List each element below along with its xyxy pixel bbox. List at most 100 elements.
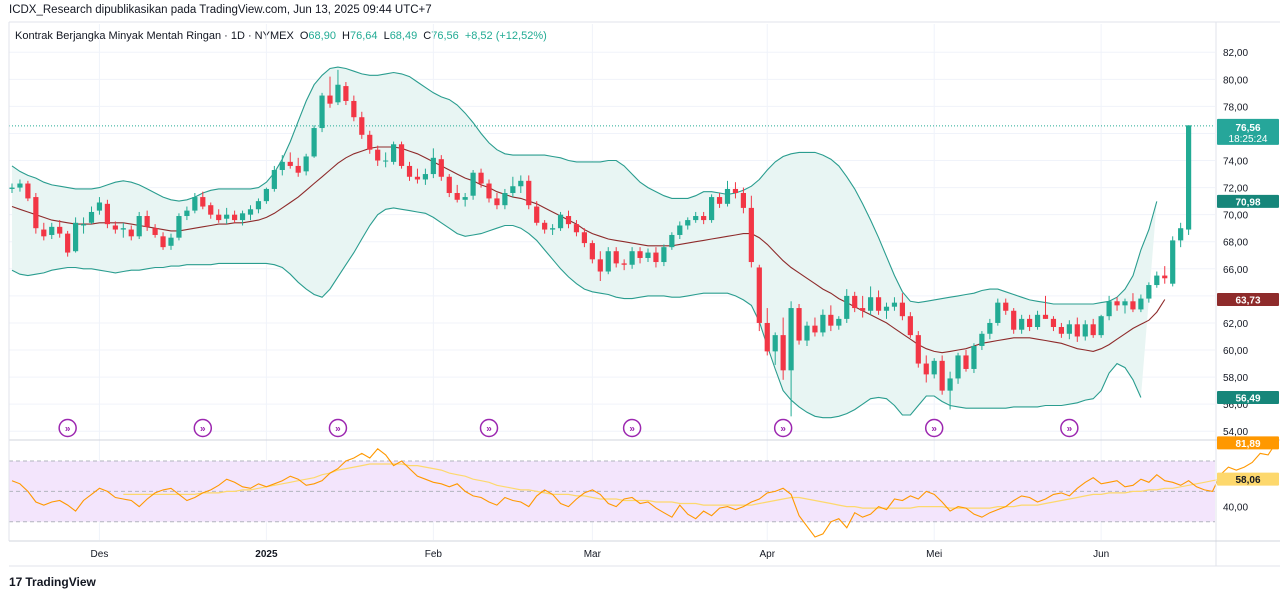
marker-glyph: » xyxy=(1067,424,1073,435)
candle-body xyxy=(192,197,198,211)
y-tick-label: 54,00 xyxy=(1223,427,1248,438)
dividend-forward-icon[interactable]: » xyxy=(58,418,77,438)
dividend-forward-icon[interactable]: » xyxy=(193,418,213,438)
candle-body xyxy=(335,84,341,103)
candle-body xyxy=(1011,310,1017,330)
candle-body xyxy=(947,378,953,391)
candle-body xyxy=(1074,324,1080,337)
candle-body xyxy=(621,263,627,265)
y-tick-label: 68,00 xyxy=(1223,238,1248,249)
x-tick-label: Mei xyxy=(926,549,942,560)
candle-body xyxy=(184,210,190,217)
candle-body xyxy=(931,360,937,375)
candle-body xyxy=(557,214,564,229)
candle-body xyxy=(176,216,182,238)
candle-body xyxy=(1130,301,1136,310)
y-tick-label: 82,00 xyxy=(1223,48,1248,59)
x-tick-label: Jun xyxy=(1093,549,1109,560)
candle-body xyxy=(979,333,985,346)
candle-body xyxy=(80,224,87,226)
bollinger-bands xyxy=(9,66,1215,419)
candle-body xyxy=(255,201,262,210)
x-tick-label: Des xyxy=(91,549,109,560)
candle-body xyxy=(550,228,556,230)
marker-circle xyxy=(622,418,642,438)
candle-body xyxy=(868,297,874,311)
candle-body xyxy=(470,172,476,196)
candle-body xyxy=(995,302,1001,323)
candle-body xyxy=(1082,324,1088,337)
candle-body xyxy=(478,172,484,184)
candle-body xyxy=(661,247,667,263)
y-tick-label: 66,00 xyxy=(1223,265,1248,276)
candle-body xyxy=(1042,314,1049,319)
candle-body xyxy=(589,243,595,260)
candle-body xyxy=(446,176,452,194)
marker-glyph: » xyxy=(200,424,206,435)
y-tick-label: 60,00 xyxy=(1223,346,1248,357)
candle-body xyxy=(422,174,428,180)
candle-body xyxy=(454,193,460,200)
brand-name: TradingView xyxy=(25,575,96,589)
candle-body xyxy=(1106,301,1112,317)
candle-body xyxy=(724,188,731,204)
candle-body xyxy=(780,335,786,371)
candle-body xyxy=(812,325,818,333)
candle-body xyxy=(534,206,540,223)
candle-body xyxy=(438,159,444,177)
candle-body xyxy=(224,214,230,219)
symbol-title[interactable]: Kontrak Berjangka Minyak Mentah Ringan ·… xyxy=(15,30,294,42)
candle-body xyxy=(311,128,317,157)
candle-body xyxy=(526,180,532,206)
marker-circle xyxy=(924,418,944,438)
candle-body xyxy=(605,251,611,272)
rsi-tick-label: 40,00 xyxy=(1223,503,1248,514)
candle-body xyxy=(828,314,834,326)
candle-body xyxy=(383,160,389,162)
candle-body xyxy=(939,360,945,391)
last-price-label: 76,56 xyxy=(1235,123,1260,134)
last-price-label-countdown: 18:25:24 xyxy=(1229,134,1268,145)
candle-body xyxy=(430,157,436,175)
candles xyxy=(9,69,1192,417)
low-value: 68,49 xyxy=(389,30,418,42)
candle-body xyxy=(836,318,842,326)
candle-body xyxy=(677,225,683,235)
candle-body xyxy=(144,216,150,227)
ohlc-high: H76,64 xyxy=(342,30,377,42)
dividend-forward-icon[interactable]: » xyxy=(773,418,793,438)
marker-circle xyxy=(328,418,348,438)
dividend-forward-icon[interactable]: » xyxy=(328,418,348,438)
candle-body xyxy=(406,165,413,177)
candle-body xyxy=(701,216,707,221)
candle-body xyxy=(1186,125,1192,230)
candle-body xyxy=(542,222,548,230)
candle-body xyxy=(907,316,913,336)
low-key: L xyxy=(383,30,390,42)
candle-body xyxy=(359,117,365,135)
marker-glyph: » xyxy=(629,424,635,435)
candle-body xyxy=(232,214,238,221)
tradingview-brand[interactable]: 17 TradingView xyxy=(9,575,96,589)
candle-body xyxy=(987,322,993,334)
candle-body xyxy=(1034,314,1041,328)
ohlc-low: L68,49 xyxy=(384,30,418,42)
publish-info: ICDX_Research dipublikasikan pada Tradin… xyxy=(9,4,432,16)
candle-body xyxy=(788,308,794,371)
candle-body xyxy=(915,335,921,364)
candle-body xyxy=(200,197,206,207)
candle-body xyxy=(1122,301,1128,306)
x-tick-label: Apr xyxy=(759,549,775,560)
dividend-forward-icon[interactable]: » xyxy=(479,418,499,438)
candle-body xyxy=(462,197,468,200)
candle-body xyxy=(581,232,587,244)
dividend-forward-icon[interactable]: » xyxy=(1060,418,1079,438)
candle-body xyxy=(160,236,166,248)
candle-body xyxy=(1146,285,1152,299)
candle-body xyxy=(494,198,500,206)
dividend-forward-icon[interactable]: » xyxy=(622,418,642,438)
dividend-forward-icon[interactable]: » xyxy=(924,418,944,438)
candle-body xyxy=(168,237,174,246)
